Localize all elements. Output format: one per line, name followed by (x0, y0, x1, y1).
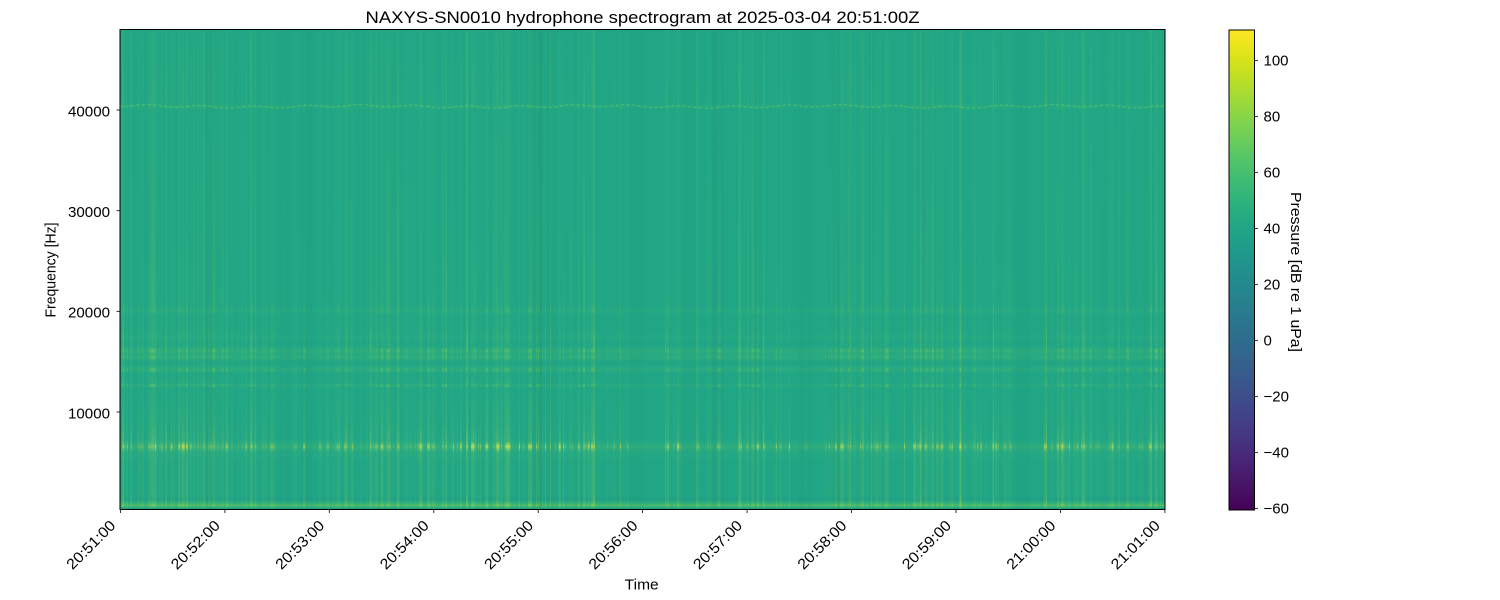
svg-text:60: 60 (1264, 165, 1281, 182)
svg-text:40000: 40000 (68, 103, 110, 120)
svg-text:−20: −20 (1264, 389, 1289, 406)
svg-text:−60: −60 (1264, 501, 1289, 518)
svg-text:40: 40 (1264, 221, 1281, 238)
svg-text:Pressure [dB re 1 uPa]: Pressure [dB re 1 uPa] (1287, 192, 1304, 352)
svg-text:20000: 20000 (68, 305, 110, 322)
svg-text:10000: 10000 (68, 405, 110, 422)
svg-text:30000: 30000 (68, 204, 110, 221)
svg-text:−40: −40 (1264, 445, 1289, 462)
svg-text:20: 20 (1264, 277, 1281, 294)
svg-text:NAXYS-SN0010 hydrophone spectr: NAXYS-SN0010 hydrophone spectrogram at 2… (366, 8, 920, 27)
svg-text:80: 80 (1264, 109, 1281, 126)
svg-text:Frequency [Hz]: Frequency [Hz] (43, 223, 60, 318)
svg-text:0: 0 (1264, 333, 1272, 350)
svg-text:Time: Time (625, 577, 659, 594)
svg-text:100: 100 (1264, 53, 1289, 70)
